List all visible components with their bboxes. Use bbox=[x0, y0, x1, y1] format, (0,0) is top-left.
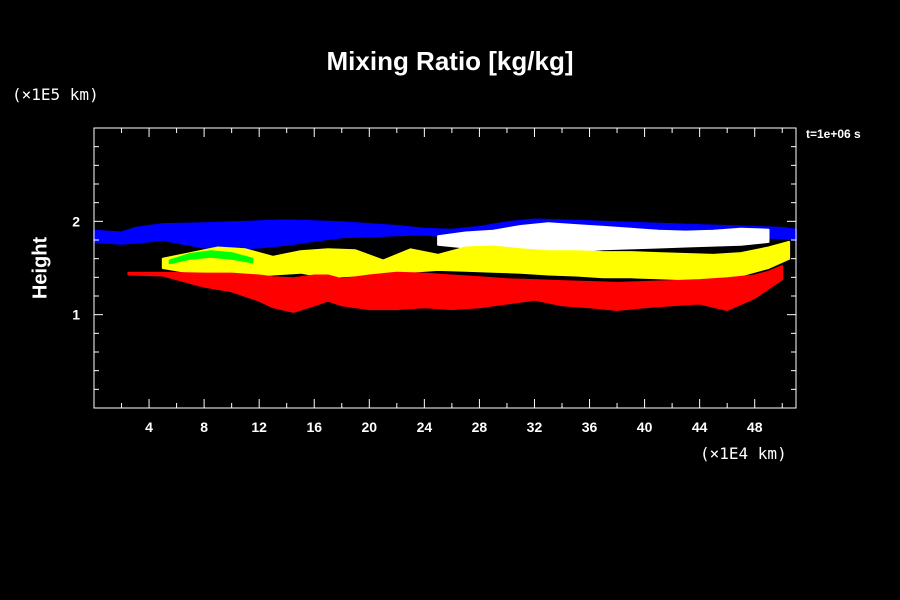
chart-title: Mixing Ratio [kg/kg] bbox=[326, 46, 574, 76]
x-tick-label: 8 bbox=[200, 419, 208, 435]
layer-red bbox=[127, 265, 784, 313]
x-tick-label: 24 bbox=[417, 419, 433, 435]
x-tick-label: 20 bbox=[362, 419, 378, 435]
y-axis-unit-label: (×1E5 km) bbox=[12, 85, 99, 104]
x-tick-label: 44 bbox=[692, 419, 708, 435]
x-tick-label: 16 bbox=[306, 419, 322, 435]
plot-frame bbox=[93, 127, 797, 409]
layer-green bbox=[168, 250, 254, 265]
x-tick-label: 4 bbox=[145, 419, 153, 435]
layer-yellow bbox=[161, 240, 791, 281]
x-tick-label: 48 bbox=[747, 419, 763, 435]
x-tick-label: 40 bbox=[637, 419, 653, 435]
y-tick-label: 1 bbox=[72, 307, 80, 323]
y-tick-label: 2 bbox=[72, 213, 80, 229]
x-tick-label: 32 bbox=[527, 419, 543, 435]
x-tick-label: 36 bbox=[582, 419, 598, 435]
mixing-ratio-layers bbox=[93, 218, 797, 313]
x-axis-unit-label: (×1E4 km) bbox=[700, 444, 787, 463]
x-tick-label: 28 bbox=[472, 419, 488, 435]
x-tick-label: 12 bbox=[251, 419, 267, 435]
time-label: t=1e+06 s bbox=[806, 127, 861, 141]
